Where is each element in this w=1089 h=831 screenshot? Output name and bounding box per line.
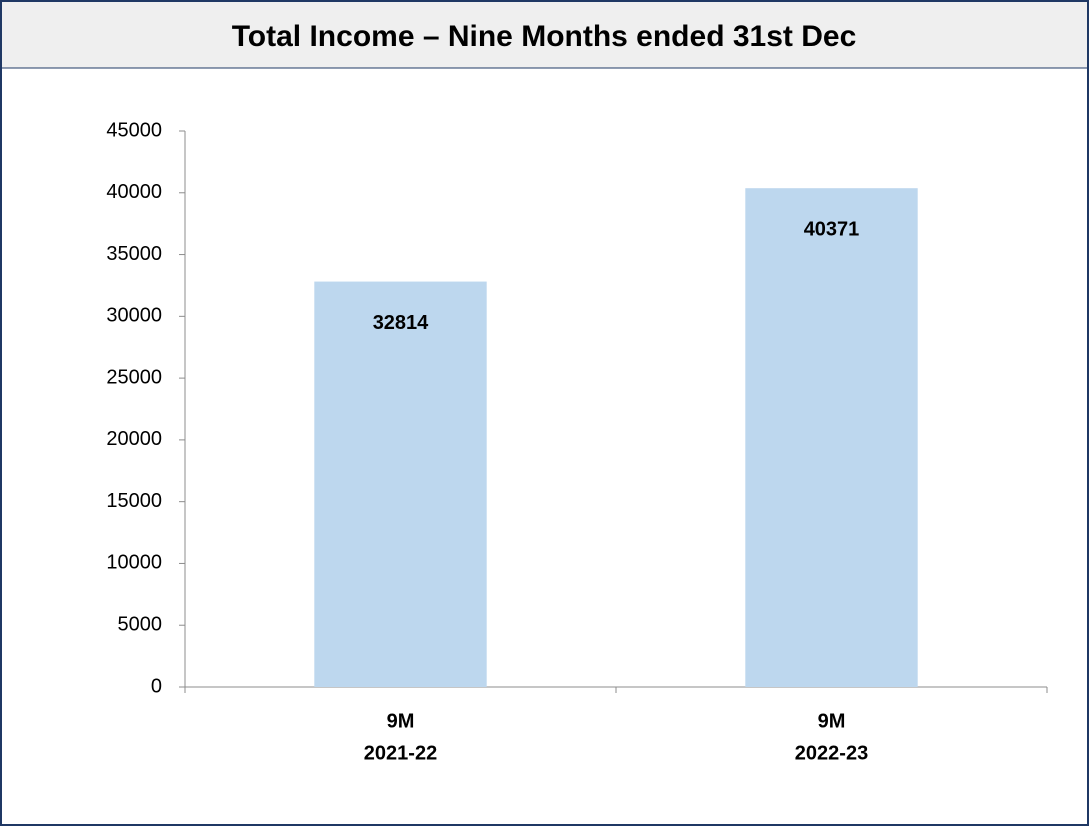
y-tick-label: 30000: [106, 305, 162, 327]
title-band: [2, 2, 1087, 68]
value-label: 40371: [804, 218, 860, 240]
y-tick-label: 25000: [106, 366, 162, 388]
value-label: 32814: [373, 312, 429, 334]
y-tick-label: 40000: [106, 181, 162, 203]
bar: [745, 188, 918, 688]
x-tick-label: 9M: [387, 710, 415, 732]
y-tick-label: 15000: [106, 490, 162, 512]
x-tick-label: 2021-22: [364, 742, 437, 764]
y-tick-label: 10000: [106, 552, 162, 574]
x-tick-label: 2022-23: [795, 742, 868, 764]
y-tick-label: 35000: [106, 243, 162, 265]
bar: [314, 281, 487, 687]
y-tick-label: 45000: [106, 119, 162, 141]
x-tick-label: 9M: [818, 710, 846, 732]
y-tick-label: 0: [151, 675, 162, 697]
chart-title: Total Income – Nine Months ended 31st De…: [232, 20, 857, 53]
y-tick-label: 20000: [106, 428, 162, 450]
y-tick-label: 5000: [118, 614, 163, 636]
